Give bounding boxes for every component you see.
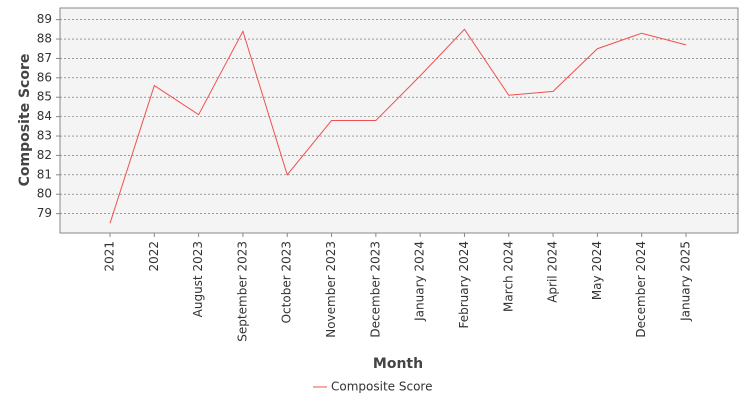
x-axis-label: Month: [373, 356, 423, 372]
x-tick-label: December 2023: [368, 241, 382, 338]
y-tick-label: 80: [37, 187, 52, 201]
plot-area: [59, 7, 739, 234]
y-tick-label: 81: [37, 167, 52, 181]
legend-label: Composite Score: [331, 380, 432, 394]
x-tick-label: October 2023: [280, 241, 294, 323]
x-tick-label: December 2024: [634, 241, 648, 338]
x-tick-label: January 2025: [679, 241, 693, 322]
y-tick-label: 84: [37, 109, 52, 123]
x-tick-label: September 2023: [235, 241, 249, 342]
y-tick-label: 86: [37, 70, 52, 84]
y-tick-label: 79: [37, 206, 52, 220]
line: [109, 28, 687, 224]
y-axis-label: Composite Score: [17, 54, 33, 187]
y-tick-label: 85: [37, 90, 52, 104]
x-tick-label: March 2024: [501, 241, 515, 312]
y-tick-label: 83: [37, 129, 52, 143]
x-tick-label: April 2024: [546, 241, 560, 303]
y-tick-label: 88: [37, 32, 52, 46]
x-tick-label: 2021: [103, 241, 117, 272]
x-tick-label: August 2023: [191, 241, 205, 317]
x-tick-label: May 2024: [590, 241, 604, 300]
x-tick-label: January 2024: [413, 241, 427, 322]
y-tick-label: 82: [37, 148, 52, 162]
x-tick-label: February 2024: [457, 241, 471, 329]
y-tick-label: 89: [37, 12, 52, 26]
x-tick-label: November 2023: [324, 241, 338, 338]
x-tick-label: 2022: [147, 241, 161, 272]
y-tick-label: 87: [37, 51, 52, 65]
